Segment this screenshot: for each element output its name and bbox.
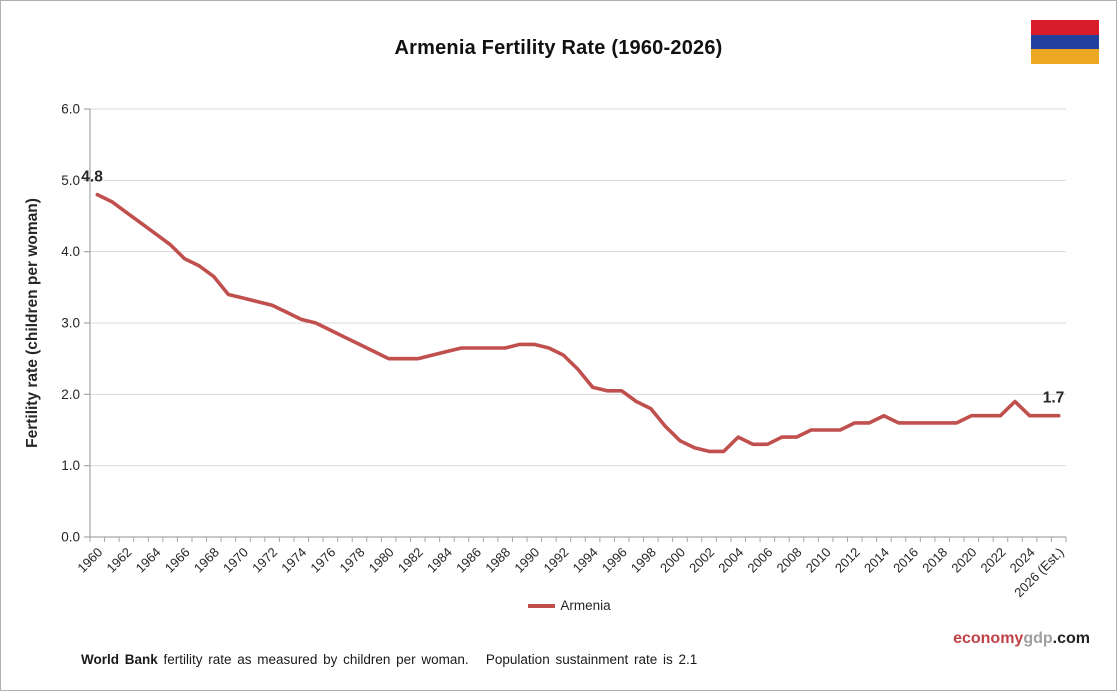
legend-label: Armenia bbox=[560, 598, 611, 613]
svg-text:1978: 1978 bbox=[337, 545, 368, 576]
svg-text:2014: 2014 bbox=[861, 545, 892, 576]
svg-text:3.0: 3.0 bbox=[61, 316, 80, 331]
svg-text:1964: 1964 bbox=[133, 545, 164, 576]
flag-stripe-red bbox=[1031, 20, 1099, 35]
svg-text:1972: 1972 bbox=[249, 545, 280, 576]
svg-text:1962: 1962 bbox=[103, 545, 134, 576]
svg-text:1980: 1980 bbox=[366, 545, 397, 576]
svg-text:1966: 1966 bbox=[162, 545, 193, 576]
svg-text:1.0: 1.0 bbox=[61, 458, 80, 473]
axes bbox=[84, 108, 1067, 542]
svg-text:2008: 2008 bbox=[774, 545, 805, 576]
svg-text:1.7: 1.7 bbox=[1043, 390, 1065, 407]
flag-stripe-orange bbox=[1031, 49, 1099, 65]
brand-economy: economy bbox=[953, 630, 1024, 647]
svg-text:6.0: 6.0 bbox=[61, 102, 80, 117]
svg-text:2.0: 2.0 bbox=[61, 387, 80, 402]
svg-text:1996: 1996 bbox=[599, 545, 630, 576]
armenia-series-line bbox=[95, 192, 1061, 454]
x-axis-labels: 1960196219641966196819701972197419761978… bbox=[74, 545, 1066, 601]
legend: Armenia bbox=[1, 598, 1116, 613]
svg-text:2004: 2004 bbox=[715, 545, 746, 576]
svg-text:1968: 1968 bbox=[191, 545, 222, 576]
svg-text:1990: 1990 bbox=[511, 545, 542, 576]
svg-text:5.0: 5.0 bbox=[61, 173, 80, 188]
svg-text:0.0: 0.0 bbox=[61, 530, 80, 545]
svg-text:2006: 2006 bbox=[744, 545, 775, 576]
svg-text:1994: 1994 bbox=[570, 545, 601, 576]
svg-text:2016: 2016 bbox=[890, 545, 921, 576]
svg-text:1988: 1988 bbox=[482, 545, 513, 576]
svg-text:1976: 1976 bbox=[307, 545, 338, 576]
footnote: World Bank fertility rate as measured by… bbox=[81, 652, 697, 667]
y-axis-labels: 0.0 1.0 2.0 3.0 4.0 5.0 6.0 bbox=[61, 102, 80, 545]
svg-text:2010: 2010 bbox=[803, 545, 834, 576]
footnote-source: World Bank bbox=[81, 652, 158, 667]
y-axis-title: Fertility rate (children per woman) bbox=[24, 198, 41, 448]
svg-text:4.8: 4.8 bbox=[81, 169, 103, 186]
svg-text:2012: 2012 bbox=[832, 545, 863, 576]
svg-text:1984: 1984 bbox=[424, 545, 455, 576]
flag-stripe-blue bbox=[1031, 34, 1099, 50]
brand-com: .com bbox=[1052, 630, 1090, 647]
brand-gdp: gdp bbox=[1023, 630, 1053, 647]
svg-text:1986: 1986 bbox=[453, 545, 484, 576]
armenia-flag bbox=[1031, 20, 1099, 65]
svg-text:1998: 1998 bbox=[628, 545, 659, 576]
svg-text:1992: 1992 bbox=[540, 545, 571, 576]
svg-text:1982: 1982 bbox=[395, 545, 426, 576]
svg-text:2022: 2022 bbox=[978, 545, 1009, 576]
legend-line-swatch bbox=[528, 603, 556, 608]
svg-text:2020: 2020 bbox=[948, 545, 979, 576]
svg-text:2000: 2000 bbox=[657, 545, 688, 576]
svg-text:1970: 1970 bbox=[220, 545, 251, 576]
svg-text:2002: 2002 bbox=[686, 545, 717, 576]
gridlines bbox=[90, 108, 1066, 467]
svg-text:4.0: 4.0 bbox=[61, 244, 80, 259]
svg-text:1960: 1960 bbox=[74, 545, 105, 576]
svg-text:2018: 2018 bbox=[919, 545, 950, 576]
svg-text:1974: 1974 bbox=[278, 545, 309, 576]
brand-logo: economygdp.com bbox=[953, 630, 1090, 648]
chart-title: Armenia Fertility Rate (1960-2026) bbox=[394, 37, 723, 59]
point-labels: 4.8 1.7 bbox=[81, 169, 1064, 407]
footnote-text: fertility rate as measured by children p… bbox=[157, 652, 698, 667]
